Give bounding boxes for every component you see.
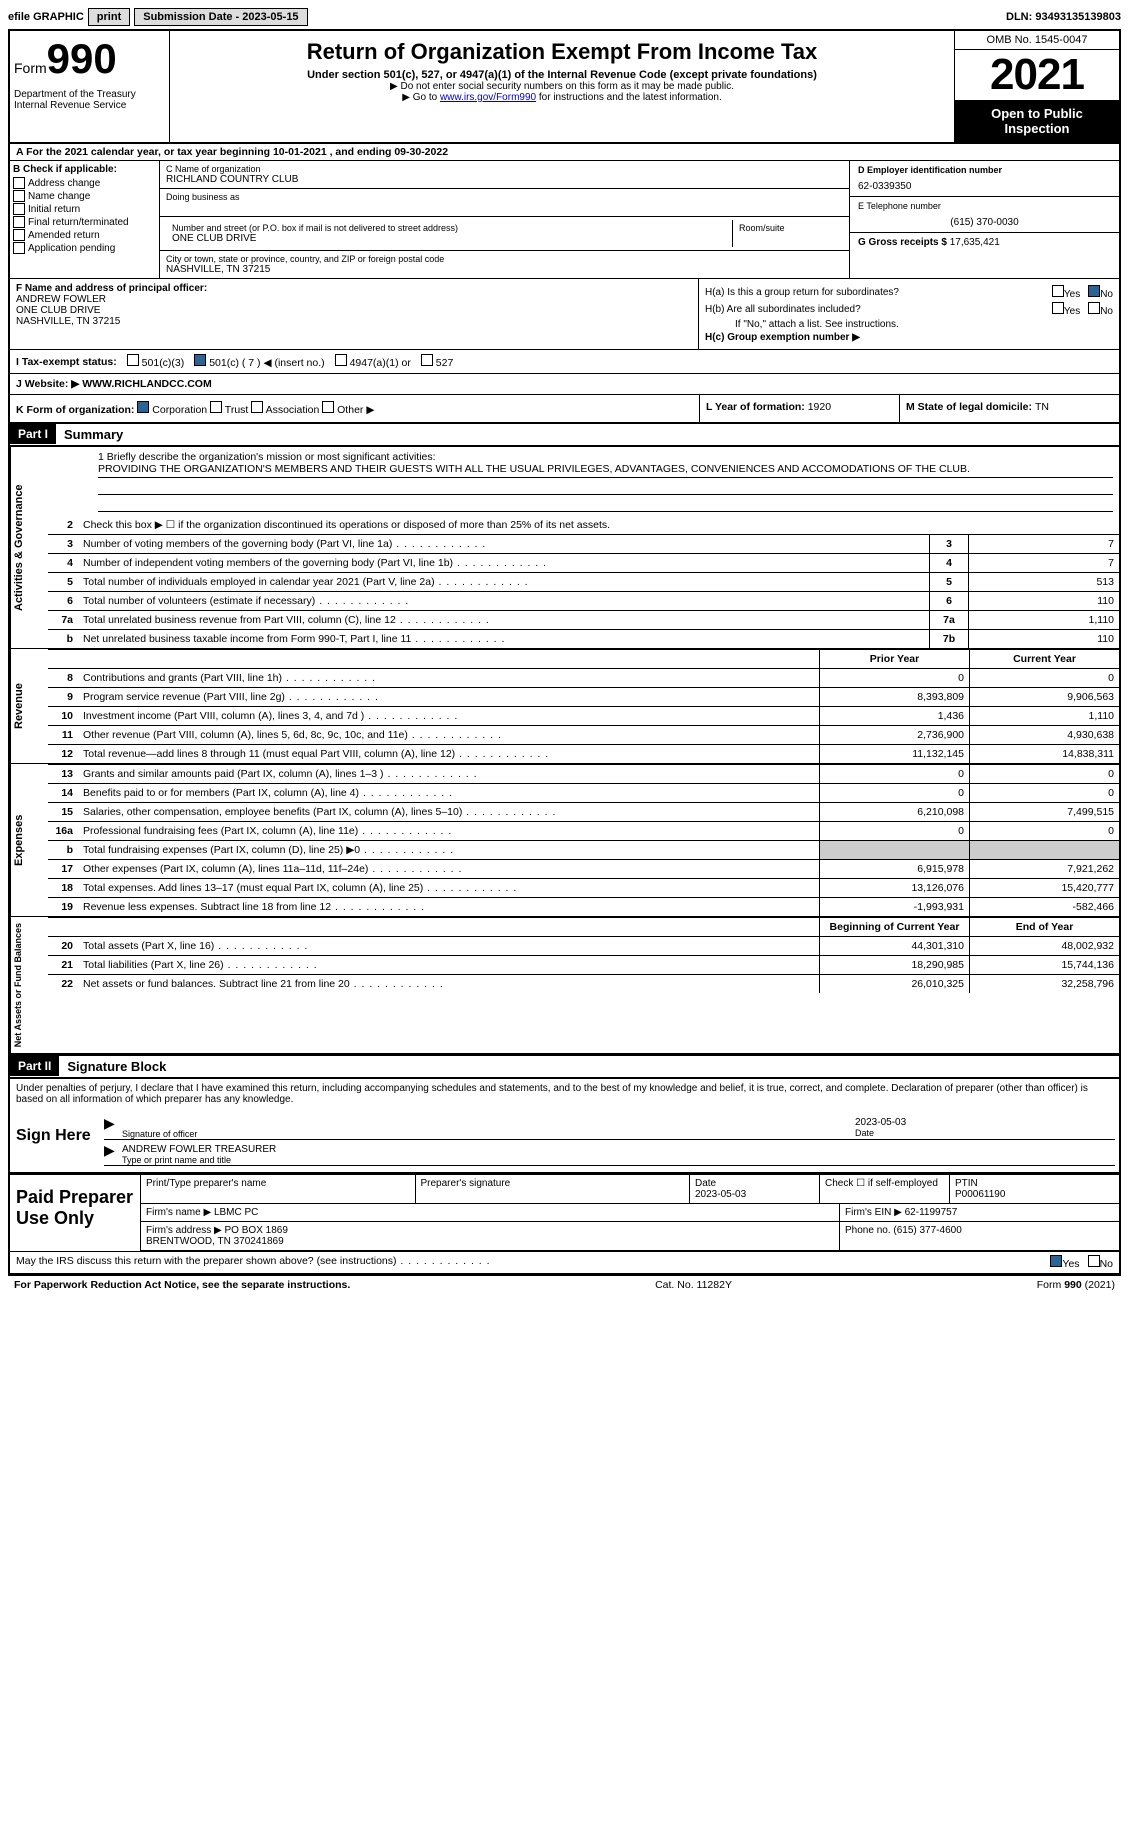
perjury-declaration: Under penalties of perjury, I declare th… bbox=[10, 1079, 1119, 1109]
chk-initial-return[interactable] bbox=[13, 203, 25, 215]
summary-line: 10Investment income (Part VIII, column (… bbox=[48, 706, 1119, 725]
dept-label: Department of the Treasury Internal Reve… bbox=[14, 89, 165, 111]
chk-527[interactable] bbox=[421, 354, 433, 366]
summary-line: 4Number of independent voting members of… bbox=[48, 553, 1119, 572]
row-a-tax-year: A For the 2021 calendar year, or tax yea… bbox=[10, 144, 1119, 161]
open-to-public: Open to Public Inspection bbox=[955, 100, 1119, 142]
summary-line: 6Total number of volunteers (estimate if… bbox=[48, 591, 1119, 610]
summary-line: 13Grants and similar amounts paid (Part … bbox=[48, 764, 1119, 783]
summary-line: 20Total assets (Part X, line 16)44,301,3… bbox=[48, 936, 1119, 955]
discuss-row: May the IRS discuss this return with the… bbox=[10, 1251, 1119, 1273]
summary-line: 16aProfessional fundraising fees (Part I… bbox=[48, 821, 1119, 840]
phone: (615) 370-0030 bbox=[858, 217, 1111, 228]
main-info-grid: B Check if applicable: Address change Na… bbox=[10, 161, 1119, 279]
chk-final-return[interactable] bbox=[13, 216, 25, 228]
summary-line: bTotal fundraising expenses (Part IX, co… bbox=[48, 840, 1119, 859]
summary-line: 18Total expenses. Add lines 13–17 (must … bbox=[48, 878, 1119, 897]
city: NASHVILLE, TN 37215 bbox=[166, 264, 843, 275]
hb-yes[interactable] bbox=[1052, 302, 1064, 314]
k-org-row: K Form of organization: Corporation Trus… bbox=[10, 395, 1119, 424]
tax-year: 2021 bbox=[955, 50, 1119, 100]
summary-line: 15Salaries, other compensation, employee… bbox=[48, 802, 1119, 821]
discuss-no[interactable] bbox=[1088, 1255, 1100, 1267]
chk-app-pending[interactable] bbox=[13, 242, 25, 254]
chk-501c[interactable] bbox=[194, 354, 206, 366]
efile-label: efile GRAPHIC bbox=[8, 11, 84, 23]
irs-link[interactable]: www.irs.gov/Form990 bbox=[440, 92, 536, 103]
chk-4947[interactable] bbox=[335, 354, 347, 366]
summary-line: 7aTotal unrelated business revenue from … bbox=[48, 610, 1119, 629]
summary-line: 5Total number of individuals employed in… bbox=[48, 572, 1119, 591]
ein: 62-0339350 bbox=[858, 181, 1111, 192]
submission-date-button[interactable]: Submission Date - 2023-05-15 bbox=[134, 8, 307, 26]
print-button[interactable]: print bbox=[88, 8, 130, 26]
summary-line: 8Contributions and grants (Part VIII, li… bbox=[48, 668, 1119, 687]
part2-header: Part II Signature Block bbox=[10, 1056, 1119, 1079]
header-left: Form990 Department of the Treasury Inter… bbox=[10, 31, 170, 142]
summary-line: 11Other revenue (Part VIII, column (A), … bbox=[48, 725, 1119, 744]
summary-line: 17Other expenses (Part IX, column (A), l… bbox=[48, 859, 1119, 878]
chk-other[interactable] bbox=[322, 401, 334, 413]
ha-yes[interactable] bbox=[1052, 285, 1064, 297]
street: ONE CLUB DRIVE bbox=[172, 233, 726, 244]
summary-line: 22Net assets or fund balances. Subtract … bbox=[48, 974, 1119, 993]
chk-association[interactable] bbox=[251, 401, 263, 413]
header-right: OMB No. 1545-0047 2021 Open to Public In… bbox=[954, 31, 1119, 142]
officer-row: F Name and address of principal officer:… bbox=[10, 279, 1119, 350]
chk-501c3[interactable] bbox=[127, 354, 139, 366]
chk-name-change[interactable] bbox=[13, 190, 25, 202]
tab-expenses: Expenses bbox=[10, 764, 48, 916]
form-title: Return of Organization Exempt From Incom… bbox=[178, 39, 946, 65]
summary-line: bNet unrelated business taxable income f… bbox=[48, 629, 1119, 648]
omb-number: OMB No. 1545-0047 bbox=[955, 31, 1119, 50]
website-url: WWW.RICHLANDCC.COM bbox=[82, 378, 211, 390]
dln: DLN: 93493135139803 bbox=[1006, 11, 1121, 23]
column-b-checkboxes: B Check if applicable: Address change Na… bbox=[10, 161, 160, 278]
paid-preparer-block: Paid Preparer Use Only Print/Type prepar… bbox=[10, 1174, 1119, 1251]
summary-line: 3Number of voting members of the governi… bbox=[48, 534, 1119, 553]
chk-corporation[interactable] bbox=[137, 401, 149, 413]
tab-net-assets: Net Assets or Fund Balances bbox=[10, 917, 48, 1053]
hb-no[interactable] bbox=[1088, 302, 1100, 314]
column-c: C Name of organization RICHLAND COUNTRY … bbox=[160, 161, 849, 278]
chk-address-change[interactable] bbox=[13, 177, 25, 189]
tax-status-row: I Tax-exempt status: 501(c)(3) 501(c) ( … bbox=[10, 350, 1119, 374]
topbar: efile GRAPHIC print Submission Date - 20… bbox=[8, 8, 1121, 26]
sign-here-block: Sign Here ▶ Signature of officer 2023-05… bbox=[10, 1109, 1119, 1174]
form-header: Form990 Department of the Treasury Inter… bbox=[10, 31, 1119, 144]
org-name: RICHLAND COUNTRY CLUB bbox=[166, 174, 843, 185]
ha-no[interactable] bbox=[1088, 285, 1100, 297]
summary-line: 9Program service revenue (Part VIII, lin… bbox=[48, 687, 1119, 706]
form-container: Form990 Department of the Treasury Inter… bbox=[8, 29, 1121, 1275]
summary-line: 14Benefits paid to or for members (Part … bbox=[48, 783, 1119, 802]
gross-receipts: 17,635,421 bbox=[950, 237, 1000, 248]
chk-trust[interactable] bbox=[210, 401, 222, 413]
tab-activities: Activities & Governance bbox=[10, 447, 48, 648]
column-d: D Employer identification number 62-0339… bbox=[849, 161, 1119, 278]
header-center: Return of Organization Exempt From Incom… bbox=[170, 31, 954, 142]
mission-text: PROVIDING THE ORGANIZATION'S MEMBERS AND… bbox=[98, 463, 1113, 478]
part1-header: Part I Summary bbox=[10, 424, 1119, 447]
tab-revenue: Revenue bbox=[10, 649, 48, 763]
chk-amended[interactable] bbox=[13, 229, 25, 241]
page-footer: For Paperwork Reduction Act Notice, see … bbox=[8, 1275, 1121, 1294]
discuss-yes[interactable] bbox=[1050, 1255, 1062, 1267]
website-row: J Website: ▶ WWW.RICHLANDCC.COM bbox=[10, 374, 1119, 395]
summary-line: 19Revenue less expenses. Subtract line 1… bbox=[48, 897, 1119, 916]
summary-line: 21Total liabilities (Part X, line 26)18,… bbox=[48, 955, 1119, 974]
summary-line: 12Total revenue—add lines 8 through 11 (… bbox=[48, 744, 1119, 763]
